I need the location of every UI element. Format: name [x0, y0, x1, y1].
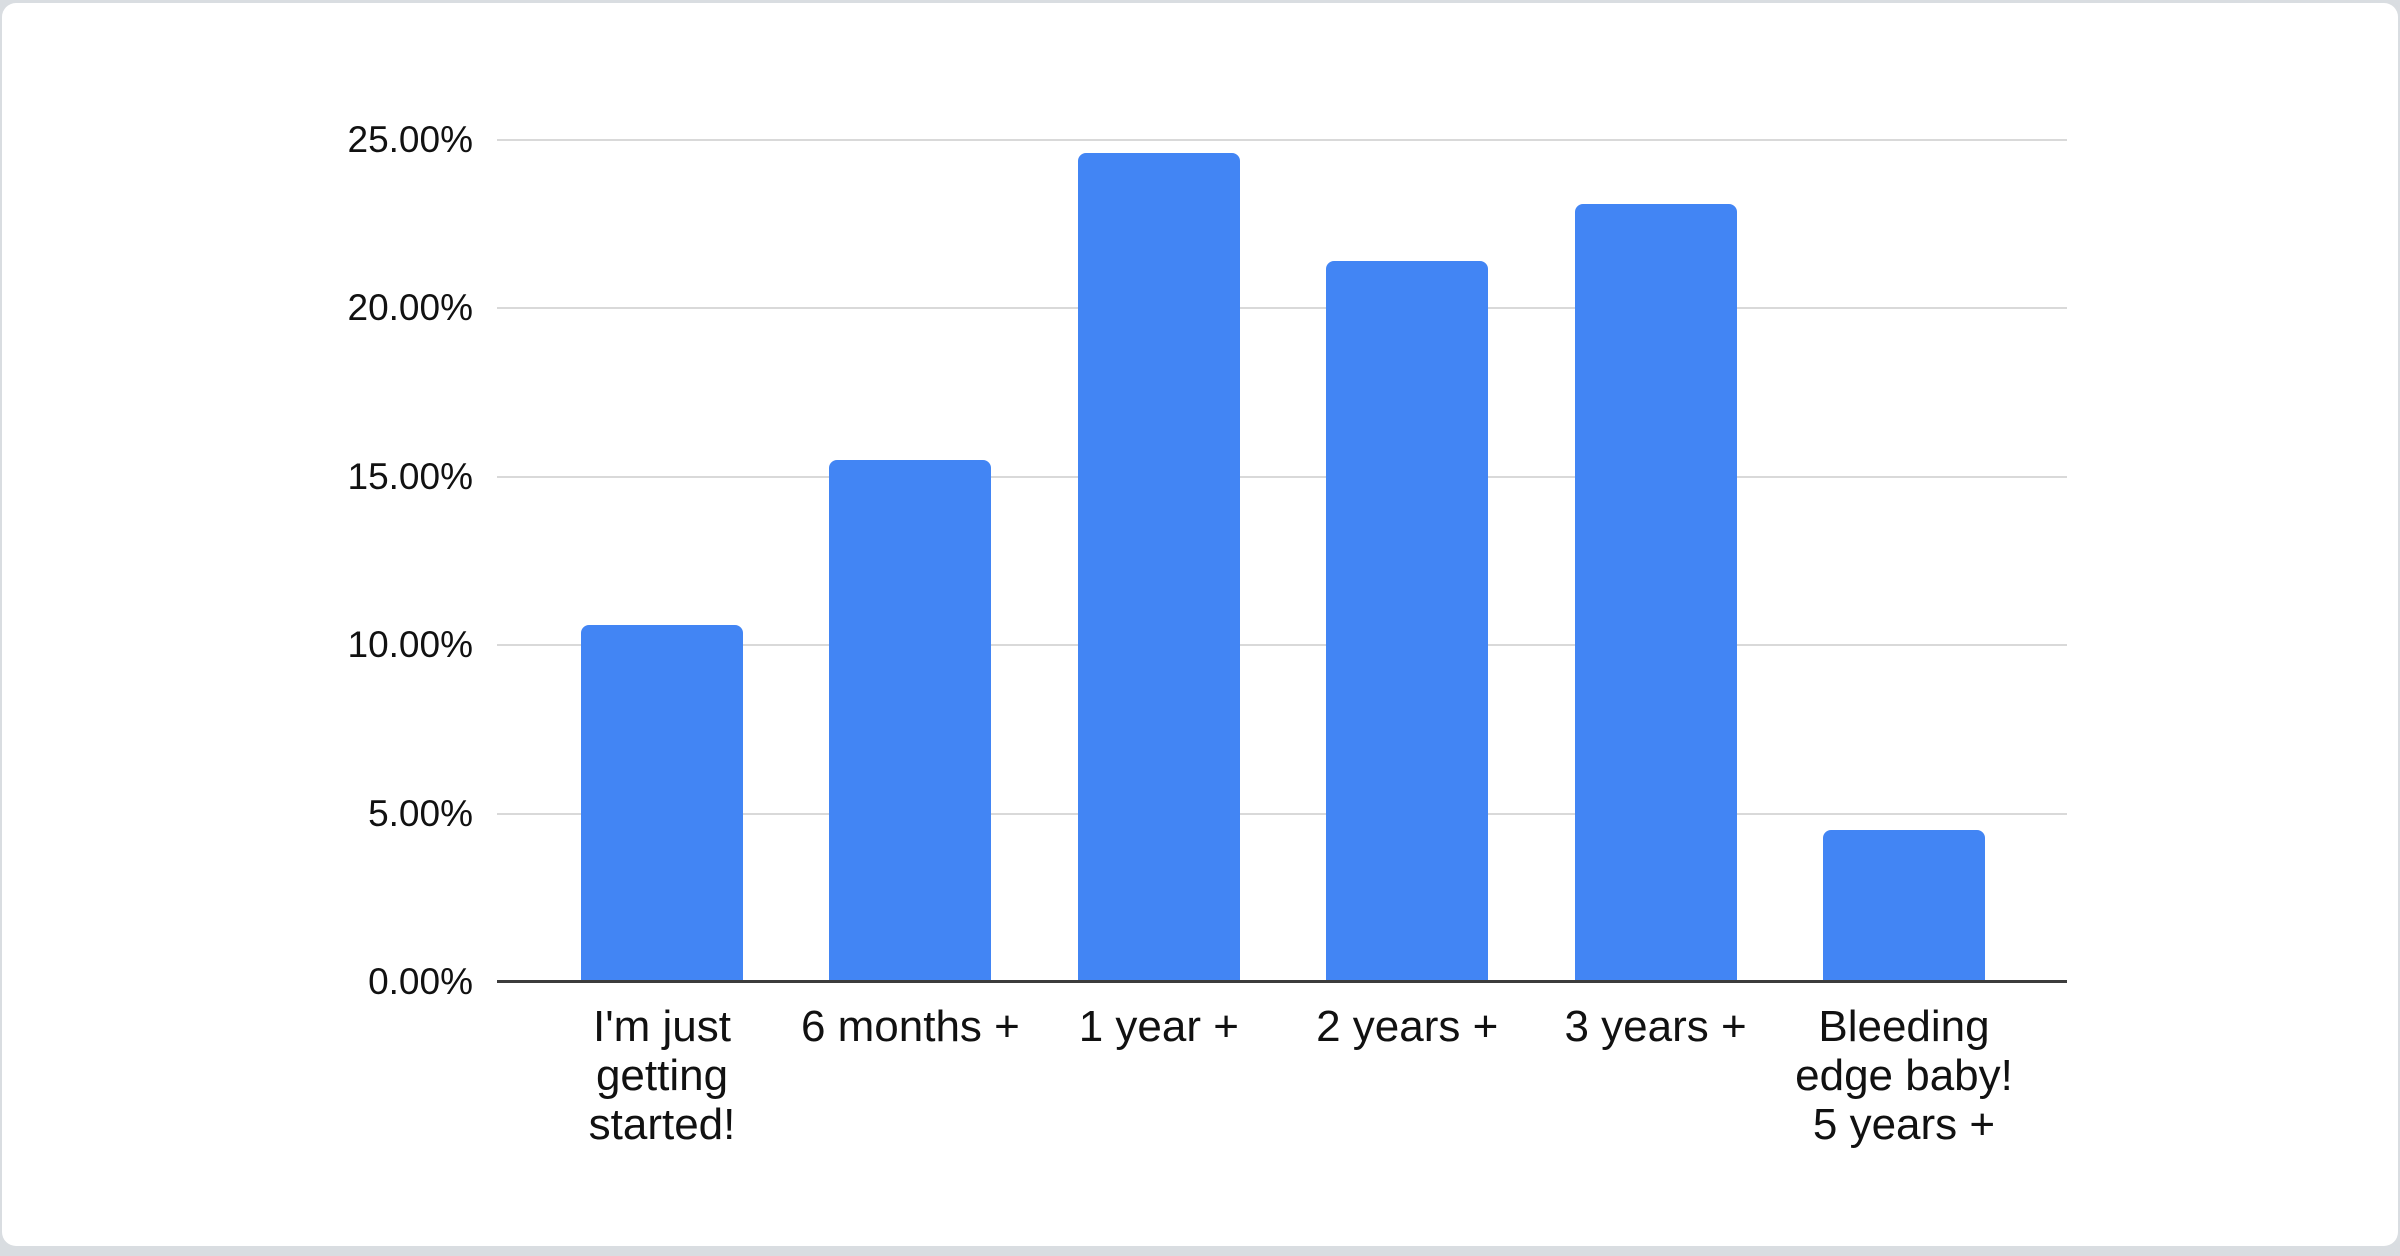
y-axis-label: 15.00% — [347, 455, 474, 497]
x-axis-label: 2 years + — [1316, 1002, 1499, 1051]
bar-1[interactable] — [581, 625, 743, 982]
bar-6[interactable] — [1823, 830, 1985, 982]
chart-card: 0.00% 5.00% 10.00% 15.00% 20.00% 25.00% I'm j… — [2, 3, 2398, 1246]
bar-5[interactable] — [1574, 204, 1737, 982]
x-axis-label: Bleeding edge baby! 5 years + — [1795, 1002, 2013, 1149]
bar-2[interactable] — [829, 459, 992, 982]
y-axis-label: 10.00% — [347, 624, 474, 666]
gridline — [497, 812, 2067, 815]
y-axis-label: 5.00% — [368, 792, 473, 834]
x-axis-baseline — [497, 980, 2067, 983]
x-axis-label: 6 months + — [800, 1002, 1020, 1051]
x-axis-label: I'm just getting started! — [588, 1002, 736, 1149]
gridline — [497, 139, 2067, 141]
y-axis-label: 20.00% — [347, 287, 474, 329]
bar-4[interactable] — [1326, 261, 1489, 982]
plot-area — [497, 139, 2067, 983]
x-axis-label: 3 years + — [1564, 1002, 1747, 1051]
y-axis-label: 25.00% — [347, 119, 474, 160]
gridline — [497, 475, 2067, 478]
gridline — [497, 644, 2067, 647]
x-axis-label: 1 year + — [1078, 1002, 1239, 1051]
bar-3[interactable] — [1077, 153, 1240, 982]
y-axis-label: 0.00% — [368, 961, 473, 1002]
gridline — [497, 307, 2067, 310]
